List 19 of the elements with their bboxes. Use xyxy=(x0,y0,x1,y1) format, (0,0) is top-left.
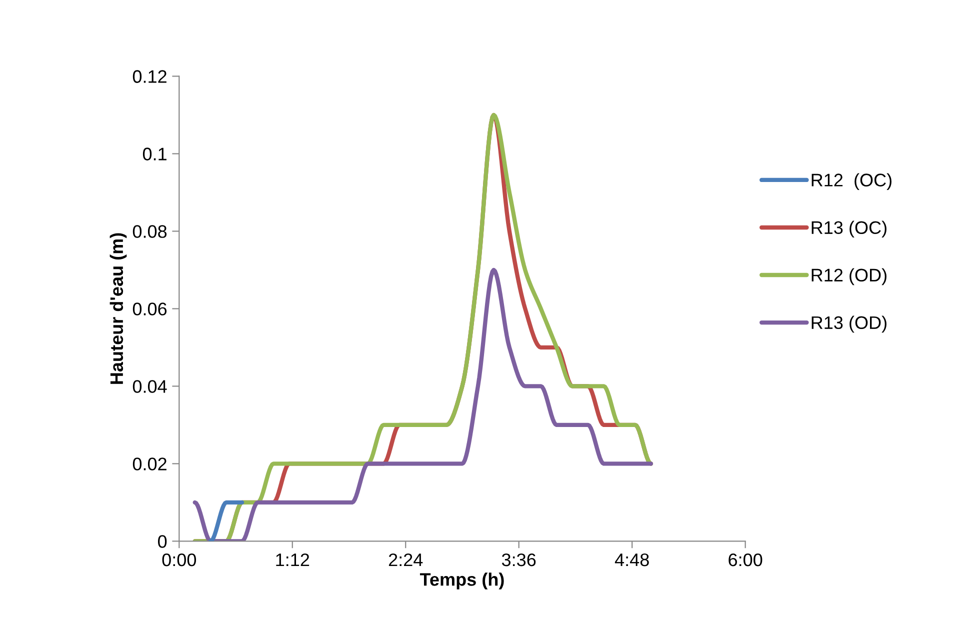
y-tick-label: 0.1 xyxy=(142,148,166,160)
legend-label: R13 (OD) xyxy=(812,316,886,333)
x-tick-label: 3:36 xyxy=(502,553,536,566)
y-tick-label: 0.12 xyxy=(132,70,166,83)
y-tick-label: 0 xyxy=(158,535,167,548)
legend-label: R12 (OD) xyxy=(812,268,886,286)
y-tick-label: 0.08 xyxy=(132,225,167,238)
legend-label: R13 (OC) xyxy=(812,220,886,238)
x-tick-label: 0:00 xyxy=(162,553,196,566)
y-tick-label: 0.02 xyxy=(132,458,166,470)
y-axis-title: Hauteur d'eau (m) xyxy=(110,233,127,384)
x-tick-label: 1:12 xyxy=(276,553,310,566)
y-tick-label: 0.06 xyxy=(132,302,167,316)
x-axis-title: Temps (h) xyxy=(420,572,504,590)
y-tick-label: 0.04 xyxy=(132,380,167,393)
legend-label: R12 (OC) xyxy=(812,173,892,190)
x-tick-label: 4:48 xyxy=(614,553,649,566)
x-tick-label: 6:00 xyxy=(728,553,762,566)
x-tick-label: 2:24 xyxy=(388,553,423,566)
